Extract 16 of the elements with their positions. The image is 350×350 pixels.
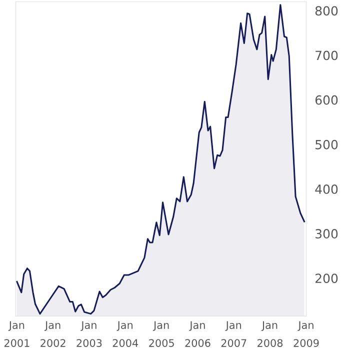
y-tick-label: 300 (316, 229, 338, 238)
y-tick-label: 600 (315, 95, 338, 105)
x-tick-label: Jan 2003 (76, 321, 102, 347)
x-tick-label: Jan 2008 (258, 321, 283, 347)
x-tick-label: Jan 2009 (294, 321, 319, 347)
y-tick-label: 700 (316, 50, 338, 60)
x-tick-label: Jan 2006 (185, 321, 210, 347)
x-tick-label: Jan 2002 (40, 321, 66, 347)
x-tick-label: Jan 2001 (4, 321, 30, 347)
y-tick-label: 800 (315, 6, 338, 16)
y-tick-label: 500 (316, 140, 338, 150)
y-tick-label: 200 (316, 274, 338, 284)
x-tick-label: Jan 2004 (112, 321, 138, 347)
y-tick-label: 400 (315, 184, 338, 194)
x-tick-label: Jan 2007 (221, 321, 246, 347)
x-tick-label: Jan 2005 (149, 321, 174, 347)
